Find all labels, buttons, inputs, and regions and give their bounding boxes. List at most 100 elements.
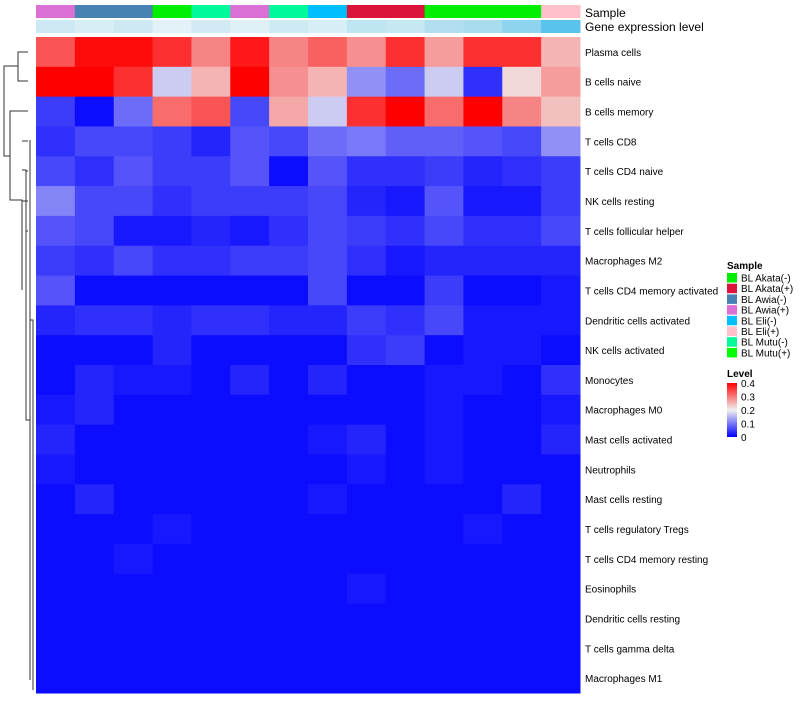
heatmap-cell (152, 335, 192, 366)
heatmap-cell (74, 66, 115, 98)
heatmap-cell (308, 394, 348, 426)
heatmap-cell (463, 543, 503, 575)
heatmap-cell (269, 245, 309, 277)
heatmap-cell (74, 215, 115, 247)
heatmap-cell (463, 454, 503, 485)
heatmap-cell (74, 186, 115, 217)
heatmap-cell (36, 37, 76, 68)
heatmap-cell (308, 275, 348, 306)
heatmap-cell (502, 186, 542, 217)
heatmap-cell (424, 215, 464, 247)
heatmap-cell (541, 275, 581, 306)
heatmap-cell (424, 66, 464, 98)
heatmap-cell (269, 573, 309, 605)
heatmap-cell (74, 573, 115, 605)
heatmap-cell (74, 484, 115, 515)
heatmap-cell (424, 305, 464, 336)
heatmap-cell (463, 514, 503, 545)
heatmap-cell (424, 394, 464, 426)
heatmap-cell (463, 305, 503, 336)
sample-legend-label: BL Mutu(-) (741, 338, 788, 349)
heatmap-cell (463, 365, 503, 396)
row-label: Monocytes (585, 376, 633, 387)
heatmap-cell (269, 514, 309, 545)
heatmap-cell (541, 424, 581, 455)
heatmap-cell (36, 394, 76, 426)
heatmap-cell (502, 96, 542, 127)
heatmap-cell (308, 215, 348, 247)
heatmap-cell (152, 37, 192, 68)
row-label: Macrophages M0 (585, 406, 663, 417)
heatmap-cell (346, 603, 387, 634)
sample-legend-swatch (727, 273, 737, 283)
sample-legend-swatch (727, 337, 737, 347)
heatmap-cell (74, 633, 115, 664)
heatmap-cell (191, 275, 231, 306)
heatmap-cell (502, 633, 542, 664)
heatmap-cell (308, 156, 348, 187)
row-label: T cells CD8 (585, 137, 637, 148)
expression-annotation-cell (36, 20, 76, 33)
heatmap-cell (152, 305, 192, 336)
row-label: Mast cells resting (585, 495, 662, 506)
heatmap-cell (36, 66, 76, 98)
expression-annotation-cell (269, 20, 309, 33)
row-dendrogram (3, 51, 34, 690)
heatmap-cell (463, 156, 503, 187)
heatmap-cell (152, 603, 192, 634)
sample-legend-label: BL Akata(+) (741, 284, 793, 295)
heatmap-cells (36, 37, 581, 694)
heatmap-cell (191, 215, 231, 247)
row-label: T cells CD4 memory activated (585, 286, 718, 297)
heatmap-cell (346, 37, 387, 68)
heatmap-cell (230, 394, 270, 426)
heatmap-cell (308, 514, 348, 545)
heatmap-cell (230, 543, 270, 575)
heatmap-cell (113, 186, 154, 217)
heatmap-cell (308, 365, 348, 396)
heatmap-cell (424, 573, 464, 605)
row-label: NK cells resting (585, 197, 654, 208)
heatmap-cell (502, 543, 542, 575)
heatmap-cell (385, 365, 426, 396)
heatmap-cell (308, 335, 348, 366)
sample-legend-swatch (727, 283, 737, 294)
heatmap-cell (152, 514, 192, 545)
heatmap-cell (541, 66, 581, 98)
heatmap-cell (74, 424, 115, 455)
heatmap-cell (152, 573, 192, 605)
heatmap-cell (113, 37, 154, 68)
heatmap-cell (36, 335, 76, 366)
heatmap-cell (346, 365, 387, 396)
expression-annotation-cell (113, 20, 154, 33)
heatmap-cell (346, 96, 387, 127)
heatmap-cell (541, 126, 581, 157)
sample-annotation-cell (36, 5, 76, 18)
heatmap-cell (113, 66, 154, 98)
heatmap-cell (36, 245, 76, 277)
level-legend-tick: 0.2 (741, 406, 755, 417)
heatmap-cell (502, 603, 542, 634)
heatmap-cell (269, 603, 309, 634)
sample-annotation-cell (74, 5, 115, 18)
row-label: B cells naive (585, 78, 642, 89)
expression-annotation-bar (36, 20, 581, 33)
dendrogram-branch (30, 319, 34, 690)
heatmap-cell (463, 424, 503, 455)
heatmap-cell (74, 126, 115, 157)
heatmap-cell (541, 573, 581, 605)
expression-annotation-cell (191, 20, 231, 33)
heatmap-cell (424, 484, 464, 515)
sample-annotation-cell (385, 5, 426, 18)
heatmap-cell (113, 394, 154, 426)
heatmap-cell (230, 126, 270, 157)
level-legend-tick: 0 (741, 433, 747, 444)
sample-legend-title: Sample (727, 261, 763, 272)
row-labels: Plasma cells B cells naive B cells memory T… (585, 48, 718, 685)
heatmap-cell (269, 335, 309, 366)
heatmap-cell (346, 305, 387, 336)
heatmap-cell (113, 156, 154, 187)
heatmap-cell (113, 215, 154, 247)
heatmap-cell (308, 603, 348, 634)
heatmap-cell (74, 454, 115, 485)
